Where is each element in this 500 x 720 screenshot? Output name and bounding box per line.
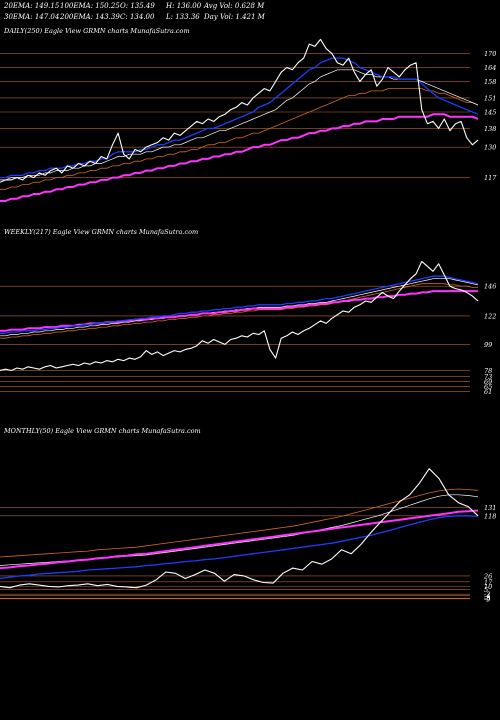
stat-low: L: 133.36 bbox=[166, 13, 200, 21]
stat-200ema: 200EMA: 143.39 bbox=[60, 13, 120, 21]
monthly-level-label-1: 118 bbox=[484, 512, 496, 520]
daily-level-label-4: 145 bbox=[484, 109, 496, 117]
stat-30ema: 30EMA: 147.04 bbox=[4, 13, 60, 21]
daily-ema-magenta-line bbox=[0, 113, 479, 202]
daily-level-label-7: 117 bbox=[484, 174, 497, 182]
monthly-price-line bbox=[0, 468, 479, 589]
weekly-level-label-2: 99 bbox=[484, 341, 492, 349]
monthly-level-label-3: 17 bbox=[484, 578, 493, 586]
daily-level-label-2: 158 bbox=[484, 78, 496, 86]
weekly-ema-magenta-line bbox=[0, 290, 478, 332]
stat-day-vol: Day Vol: 1.421 M bbox=[204, 13, 265, 21]
weekly-level-label-5: 69 bbox=[484, 378, 492, 386]
daily-chart: 170 164 158 151 145 138 130 117 bbox=[0, 38, 497, 202]
stat-open: O: 135.49 bbox=[120, 2, 155, 10]
monthly-ema-fast-line bbox=[0, 515, 479, 580]
monthly-level-label-8: -8 bbox=[484, 595, 490, 603]
monthly-level-label-9: -9 bbox=[484, 595, 490, 603]
daily-ema-fast-line bbox=[0, 57, 479, 179]
weekly-level-label-4: 73 bbox=[484, 373, 492, 381]
stat-close: C: 134.00 bbox=[120, 13, 155, 21]
monthly-level-label-4: 10 bbox=[484, 583, 492, 591]
monthly-ema-magenta-line bbox=[0, 509, 479, 570]
stats-row-1: 20EMA: 149.15 100EMA: 150.25 O: 135.49 H… bbox=[4, 2, 500, 12]
weekly-level-label-7: 61 bbox=[484, 388, 492, 396]
daily-ema-white-line bbox=[0, 69, 479, 181]
daily-level-label-6: 130 bbox=[484, 144, 496, 152]
monthly-chart-title: MONTHLY(50) Eagle View GRMN charts Munaf… bbox=[4, 427, 201, 435]
stat-avg-vol: Avg Vol: 0.628 M bbox=[204, 2, 265, 10]
stat-100ema: 100EMA: 150.25 bbox=[60, 2, 120, 10]
weekly-chart-title: WEEKLY(217) Eagle View GRMN charts Munaf… bbox=[4, 228, 199, 236]
daily-level-label-5: 138 bbox=[484, 125, 496, 133]
monthly-level-label-0: 131 bbox=[484, 504, 496, 512]
daily-level-label-3: 151 bbox=[484, 94, 496, 102]
daily-chart-title: DAILY(250) Eagle View GRMN charts Munafa… bbox=[4, 27, 190, 35]
monthly-level-label-6: -2 bbox=[484, 591, 490, 599]
weekly-ema-fast-line bbox=[0, 275, 479, 334]
daily-ema-orange-line bbox=[0, 88, 479, 190]
daily-level-label-1: 164 bbox=[484, 64, 496, 72]
monthly-level-label-5: 5 bbox=[484, 586, 488, 594]
monthly-level-label-7: -4 bbox=[484, 592, 490, 600]
stat-20ema: 20EMA: 149.15 bbox=[4, 2, 60, 10]
weekly-level-label-0: 146 bbox=[484, 283, 496, 291]
daily-price-line bbox=[0, 38, 479, 183]
weekly-level-label-1: 122 bbox=[484, 312, 496, 320]
monthly-level-label-2: 26 bbox=[483, 572, 492, 580]
weekly-price-line bbox=[0, 260, 479, 372]
weekly-level-label-6: 65 bbox=[484, 383, 492, 391]
weekly-level-label-3: 78 bbox=[484, 367, 492, 375]
monthly-ema-white-line bbox=[0, 494, 479, 566]
stats-row-2: 30EMA: 147.04 200EMA: 143.39 C: 134.00 L… bbox=[4, 13, 500, 23]
stat-high: H: 136.00 bbox=[166, 2, 202, 10]
weekly-ema-orange-line bbox=[0, 283, 478, 339]
monthly-ema-orange-line bbox=[0, 488, 479, 558]
daily-level-label-0: 170 bbox=[484, 50, 496, 58]
